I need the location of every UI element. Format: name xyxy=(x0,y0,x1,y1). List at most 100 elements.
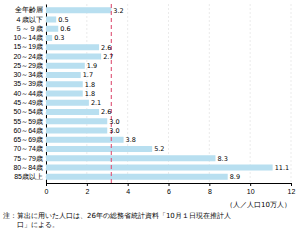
y-tick-label: 80～84歳 xyxy=(13,164,43,171)
data-label: 2.1 xyxy=(91,99,101,107)
grid xyxy=(46,4,291,183)
y-tick: 60～64歳 xyxy=(13,127,46,134)
y-tick-label: 65～69歳 xyxy=(13,136,43,143)
y-tick-label: 45～49歳 xyxy=(13,99,43,106)
y-tick: 80～84歳 xyxy=(13,164,46,171)
y-tick-label: 70～74歳 xyxy=(13,145,43,152)
data-label: 0.3 xyxy=(54,34,64,42)
y-tick: 20～24歳 xyxy=(13,53,46,60)
y-tick: 70～74歳 xyxy=(13,145,46,152)
data-label: 2.7 xyxy=(103,53,113,61)
bar xyxy=(46,100,89,106)
bar xyxy=(46,26,58,32)
x-axis: 0 2 4 6 8 10 12 xyxy=(45,183,296,195)
y-tick: 75～79歳 xyxy=(13,154,46,161)
y-tick: 10～14歳 xyxy=(13,34,46,41)
bar xyxy=(46,63,85,69)
reference-line xyxy=(111,4,112,183)
y-tick-label: 20～24歳 xyxy=(13,53,43,60)
x-axis-title: （人／人口10万人） xyxy=(226,201,291,209)
y-tick: 35～39歳 xyxy=(13,80,46,87)
bar xyxy=(46,118,107,124)
y-tick-label: 50～54歳 xyxy=(13,108,43,115)
y-tick: 50～54歳 xyxy=(13,108,46,115)
y-tick-label: 85歳以上 xyxy=(14,173,43,180)
plot: 0 2 4 6 8 10 12 全年齢層 ４歳以下 ５～９歳 10～14歳 15～19歳 20～24歳 2… xyxy=(13,4,295,209)
bar xyxy=(46,146,152,152)
x-tick: 4 xyxy=(126,183,130,195)
bar xyxy=(46,90,83,96)
data-label: 11.1 xyxy=(275,164,289,172)
bar xyxy=(46,81,83,87)
y-tick-label: 75～79歳 xyxy=(13,154,43,161)
y-tick-label: 55～59歳 xyxy=(13,117,43,124)
x-tick-label: 2 xyxy=(85,188,89,195)
x-tick-label: 4 xyxy=(126,188,130,195)
data-label: 0.6 xyxy=(60,25,70,33)
x-tick-mark xyxy=(169,183,170,186)
bar xyxy=(46,16,56,22)
notes: 注：算出に用いた人口は、26年の総務省統計資料「10月１日現在推計人 口」による… xyxy=(3,212,231,229)
x-tick: 12 xyxy=(288,183,296,195)
data-label: 2.6 xyxy=(101,44,111,52)
bars xyxy=(46,4,273,183)
x-axis-line xyxy=(47,184,292,187)
y-tick: 25～29歳 xyxy=(13,62,46,69)
x-tick-label: 8 xyxy=(208,188,212,195)
y-tick-label: 30～34歳 xyxy=(13,71,43,78)
data-label: 1.8 xyxy=(85,81,95,89)
x-tick: 8 xyxy=(208,183,212,195)
note: 注：算出に用いた人口は、26年の総務省統計資料「10月１日現在推計人 xyxy=(3,212,231,220)
chart: 0 2 4 6 8 10 12 全年齢層 ４歳以下 ５～９歳 10～14歳 15～19歳 20～24歳 2… xyxy=(0,0,305,231)
data-label: 3.0 xyxy=(109,127,119,135)
x-tick-mark xyxy=(209,183,210,186)
data-label: 8.9 xyxy=(230,173,240,181)
note: 口」による。 xyxy=(3,221,59,229)
y-tick: 30～34歳 xyxy=(13,71,46,78)
x-tick-label: 12 xyxy=(288,188,296,195)
y-axis: 全年齢層 ４歳以下 ５～９歳 10～14歳 15～19歳 20～24歳 25～29歳 30～3… xyxy=(13,5,46,184)
data-label: 2.6 xyxy=(101,108,111,116)
bar xyxy=(46,109,99,115)
y-tick: 全年齢層 xyxy=(15,6,46,13)
data-label: 0.5 xyxy=(58,16,68,24)
data-labels: 3.20.50.60.32.62.71.91.71.81.82.12.63.03… xyxy=(54,7,289,182)
y-tick-label: 60～64歳 xyxy=(13,127,43,134)
bar xyxy=(46,44,99,50)
x-tick: 6 xyxy=(167,183,171,195)
bar xyxy=(46,137,124,143)
y-tick: 45～49歳 xyxy=(13,99,46,106)
bar xyxy=(46,72,81,78)
data-label: 5.2 xyxy=(154,145,164,153)
y-tick: 15～19歳 xyxy=(13,43,46,50)
x-tick: 10 xyxy=(247,183,255,195)
y-tick-label: 10～14歳 xyxy=(13,34,43,41)
bar xyxy=(46,53,101,59)
data-label: 3.0 xyxy=(109,118,119,126)
data-label: 3.8 xyxy=(126,136,136,144)
y-tick: ４歳以下 xyxy=(15,16,46,23)
y-tick-label: ４歳以下 xyxy=(15,16,43,23)
y-tick: 40～44歳 xyxy=(13,90,46,97)
x-tick: 2 xyxy=(85,183,89,195)
y-tick-label: ５～９歳 xyxy=(15,25,43,32)
x-tick-mark xyxy=(250,183,251,186)
bar xyxy=(46,7,111,13)
data-label: 1.8 xyxy=(85,90,95,98)
x-tick-mark xyxy=(87,183,88,186)
x-tick: 0 xyxy=(45,183,49,195)
grid-line xyxy=(250,4,251,183)
data-label: 8.3 xyxy=(217,155,227,163)
x-tick-label: 0 xyxy=(45,188,49,195)
bar xyxy=(46,35,52,41)
y-tick: 85歳以上 xyxy=(14,173,46,180)
x-tick-label: 10 xyxy=(247,188,255,195)
data-label: 1.7 xyxy=(83,71,93,79)
y-tick-label: 25～29歳 xyxy=(13,62,43,69)
y-tick: 65～69歳 xyxy=(13,136,46,143)
y-tick-label: 15～19歳 xyxy=(13,43,43,50)
y-tick-label: 35～39歳 xyxy=(13,80,43,87)
y-tick: ５～９歳 xyxy=(15,25,46,32)
y-tick: 55～59歳 xyxy=(13,117,46,124)
bar xyxy=(46,155,215,161)
